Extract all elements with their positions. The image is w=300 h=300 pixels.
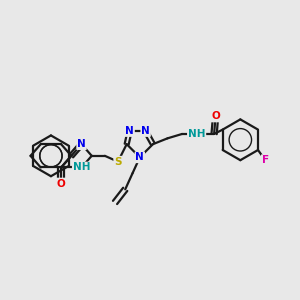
Text: O: O — [211, 112, 220, 122]
Text: N: N — [141, 126, 150, 136]
Text: F: F — [262, 155, 269, 165]
Text: N: N — [125, 126, 134, 136]
Text: NH: NH — [73, 163, 90, 172]
Text: O: O — [57, 178, 65, 188]
Text: NH: NH — [188, 129, 206, 139]
Text: S: S — [114, 157, 122, 167]
Text: N: N — [135, 152, 144, 162]
Text: N: N — [77, 139, 86, 149]
